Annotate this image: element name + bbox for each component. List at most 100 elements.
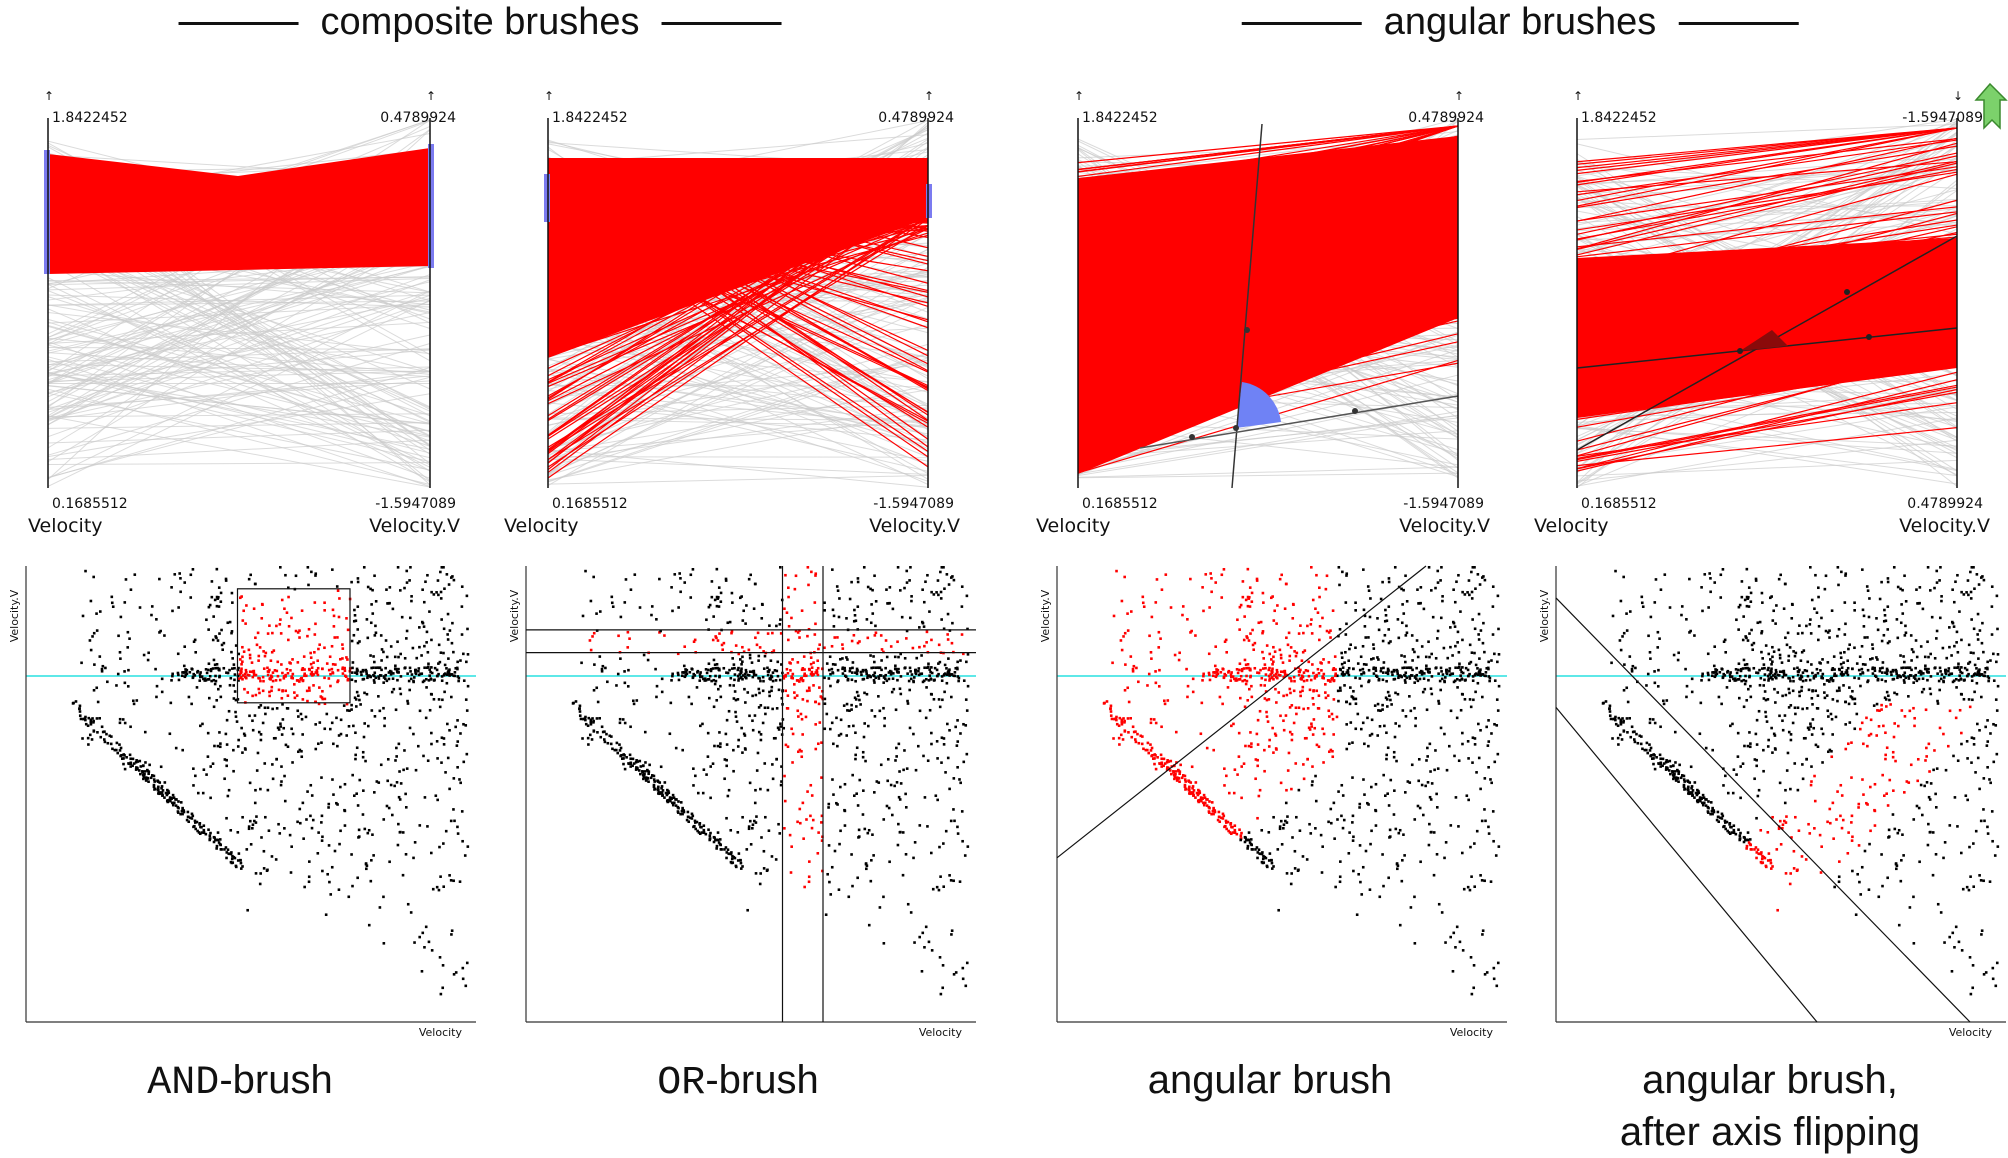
scatter-point [248,714,251,718]
scatter-point-selected [1229,823,1232,826]
scatter-point-selected [1312,718,1316,721]
scatter-point [869,879,873,883]
scatter-point [111,605,115,609]
scatter-point-selected [833,636,837,639]
scatter-point-selected [798,748,802,752]
scatter-point [691,568,695,571]
pc-line-unselected [47,344,431,437]
scatter-point [680,674,684,678]
scatter-point-selected [1294,706,1298,710]
scatter-point [762,867,766,870]
scatter-point [1400,879,1404,883]
pc-line-unselected [547,320,929,466]
scatter-point-selected [245,604,248,607]
scatter-point [1429,687,1433,691]
scatter-point-selected [262,650,265,653]
scatter-point [361,678,365,681]
scatter-point-selected [328,655,332,659]
scatter-point-selected [248,670,252,674]
scatter-point [270,855,274,858]
scatter-point [447,671,451,675]
scatter-point [673,573,677,576]
scatter-point [906,699,909,703]
scatter-point [709,765,713,768]
scatter-point [655,684,659,688]
scatter-point [730,851,733,854]
scatter-point [1434,586,1437,590]
scatter-point-selected [1126,612,1129,615]
x-axis-label: Velocity [419,1026,463,1039]
scatter-point [460,585,464,588]
scatter-point-selected [1174,770,1178,773]
scatter-point [1486,744,1490,747]
pc-line-unselected [47,277,431,466]
scatter-point-selected [1127,731,1130,734]
pc-line-unselected [1576,223,1958,241]
scatter-point-selected [592,631,596,635]
scatter-point [230,650,233,654]
scatter-point-selected [254,636,257,640]
scatter-point [897,655,900,659]
scatter-point-selected [251,675,255,679]
scatter-point [1405,666,1409,670]
scatter-point [198,823,201,826]
scatter-point-selected [293,691,296,694]
scatter-point [1435,792,1438,796]
scatter-point [839,657,842,661]
scatter-point [1405,631,1409,635]
scatter-point [355,672,359,676]
scatter-point-selected [1129,655,1133,658]
scatter-point [168,796,172,799]
scatter-point [1492,839,1495,843]
scatter-point-selected [784,743,788,747]
scatter-point-selected [1318,595,1321,599]
scatter-point [645,777,648,781]
scatter-point [1389,698,1392,702]
scatter-point-selected [1248,605,1252,608]
scatter-point [399,589,402,592]
scatter-point [199,675,202,679]
pc-line-unselected [1576,427,1958,477]
scatter-point [390,690,394,694]
scatter-point-selected [1266,720,1270,723]
scatter-point [366,676,369,680]
scatter-point [906,702,910,705]
scatter-point [1400,654,1403,657]
scatter-point [723,777,726,781]
scatter-point-selected [1123,719,1126,723]
scatter-point-selected [1180,776,1184,780]
scatter-point [192,640,196,644]
scatter-point [161,789,165,792]
scatter-point-selected [309,662,313,666]
scatter-point [961,977,965,981]
scatter-point [1495,984,1499,988]
scatter-point [409,566,412,569]
scatter-point [827,677,831,680]
scatter-point-selected [1135,666,1138,670]
scatter-point-selected [1278,648,1282,652]
scatter-point [456,667,459,671]
scatter-point [745,848,749,851]
scatter-point [1457,825,1460,828]
scatter-point-selected [1136,732,1139,736]
scatter-point [1483,650,1486,654]
scatter-point [389,645,393,648]
scatter-point [373,715,377,718]
scatter-point [324,913,328,917]
scatter-point [1497,684,1501,688]
scatter-point [942,566,945,569]
scatter-point [427,679,431,682]
scatter-point [408,616,412,620]
pc-line-unselected [547,296,929,421]
scatter-point-selected [791,732,795,736]
scatter-point-selected [1265,715,1269,718]
scatter-point [339,785,342,789]
scatter-point-selected [1228,831,1232,834]
scatter-point [1432,873,1436,877]
scatter-point [1480,879,1484,882]
scatter-point-selected [1290,733,1294,736]
scatter-point [584,715,587,719]
scatter-point [1457,573,1460,577]
scatter-point [1439,688,1443,692]
scatter-point [229,852,233,856]
